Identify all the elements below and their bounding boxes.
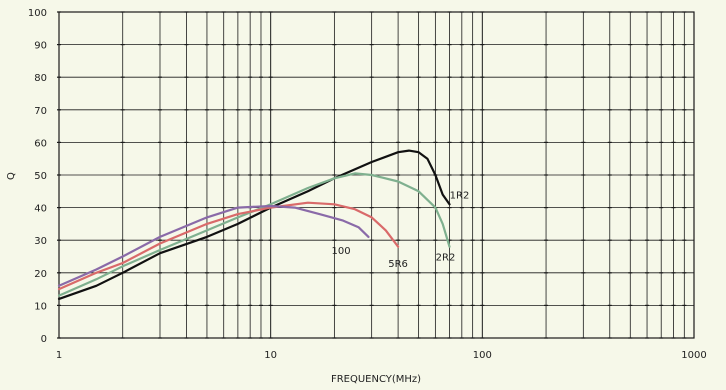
y-tick-label: 70: [34, 106, 47, 117]
x-tick-label: 1000: [681, 350, 706, 361]
x-tick-label: 10: [264, 350, 277, 361]
y-tick-label: 80: [34, 73, 47, 84]
series-line-100: [57, 204, 370, 287]
plot-border: [58, 11, 695, 339]
series-layer: [57, 149, 451, 300]
series-line-2r2: [57, 172, 451, 297]
y-tick-label: 30: [34, 236, 47, 247]
y-tick-label: 0: [41, 334, 47, 345]
series-label: 5R6: [388, 259, 408, 270]
x-tick-label: 100: [473, 350, 492, 361]
y-axis-title: Q: [6, 172, 17, 180]
series-label: 1R2: [450, 191, 470, 202]
series-line-5r6: [57, 201, 400, 291]
grid: [57, 11, 694, 339]
series-label: 2R2: [436, 253, 456, 264]
y-tick-label: 40: [34, 204, 47, 215]
x-axis-title: FREQUENCY(MHz): [331, 374, 421, 385]
y-tick-label: 50: [34, 171, 47, 182]
y-tick-label: 90: [34, 41, 47, 52]
y-tick-label: 60: [34, 138, 47, 149]
annotations: 1R2 2R2 5R6 100: [331, 191, 469, 270]
y-tick-label: 100: [28, 8, 47, 19]
axes: [58, 11, 695, 339]
x-tick-label: 1: [56, 350, 62, 361]
y-tick-label: 10: [34, 301, 47, 312]
y-tick-label: 20: [34, 269, 47, 280]
series-label: 100: [331, 246, 350, 257]
